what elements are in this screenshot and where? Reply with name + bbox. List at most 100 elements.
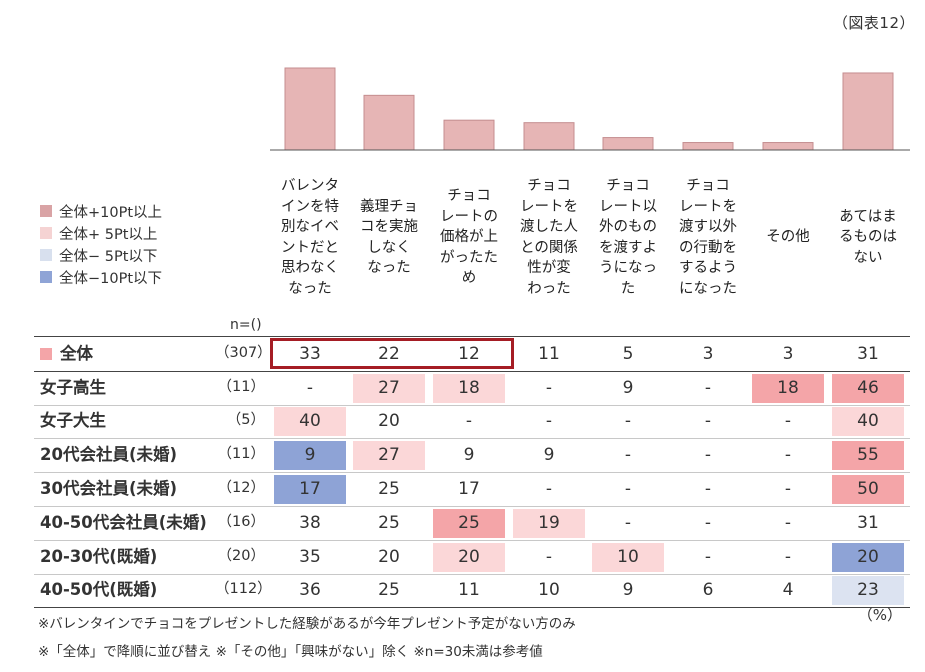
row-n: （20） [217, 548, 265, 564]
table-rule [34, 540, 910, 541]
table-cell: - [704, 378, 712, 398]
table-cell: 17 [274, 475, 346, 504]
table-cell: - [545, 378, 553, 398]
legend-label: 全体+ 5Pt以上 [59, 226, 158, 243]
table-cell: 25 [433, 509, 505, 538]
table-cell: 50 [832, 475, 904, 504]
table-cell: 25 [378, 479, 400, 499]
row-label: 20-30代(既婚) [40, 541, 240, 572]
table-cell: - [545, 479, 553, 499]
table-cell: - [784, 547, 792, 567]
column-header-line: 義理チョ [360, 198, 418, 215]
row-n: （112） [215, 581, 272, 597]
table-cell: - [784, 445, 792, 465]
table-rule [34, 574, 910, 575]
table-cell: 33 [299, 344, 321, 364]
column-header-line: 渡す以外 [679, 219, 737, 235]
row-label-text: 女子大生 [40, 411, 106, 430]
row-label-text: 全体 [60, 344, 93, 363]
column-header-line: になった [679, 280, 737, 297]
bar-3 [443, 119, 495, 151]
table-rule [34, 405, 910, 406]
legend-swatch [40, 227, 52, 239]
legend-item: 全体+10Pt以上 [40, 200, 162, 222]
row-label: 全体 [40, 338, 240, 369]
row-label: 女子大生 [40, 405, 240, 436]
table-cell: 31 [857, 513, 879, 533]
table-cell: 9 [274, 441, 346, 470]
column-header-line: がったた [440, 249, 498, 266]
table-cell: 11 [538, 344, 560, 364]
table-cell: 38 [299, 513, 321, 533]
row-label-text: 30代会社員(未婚) [40, 479, 178, 498]
row-n: （5） [226, 412, 265, 428]
column-header-line: 別なイベ [281, 219, 339, 235]
table-cell: 20 [433, 543, 505, 572]
table-cell: 3 [702, 344, 714, 364]
table-cell: 10 [538, 580, 560, 600]
column-header-line: 思わなく [281, 260, 339, 276]
table-cell: 9 [463, 445, 475, 465]
footnote-1: ※バレンタインでチョコをプレゼントした経験があるが今年プレゼント予定がない方のみ [38, 616, 576, 632]
column-header-line: しなく [367, 239, 411, 256]
table-cell: 17 [458, 479, 480, 499]
row-label-text: 40-50代会社員(未婚) [40, 513, 207, 532]
legend: 全体+10Pt以上 全体+ 5Pt以上 全体− 5Pt以下 全体−10Pt以下 [40, 200, 162, 288]
table-cell: 10 [592, 543, 664, 572]
table-rule [34, 438, 910, 439]
table-cell: 18 [433, 374, 505, 403]
column-header-line: するよう [679, 260, 737, 276]
table-cell: 35 [299, 547, 321, 567]
table-cell: - [306, 378, 314, 398]
legend-swatch [40, 249, 52, 261]
column-header-line: バレンタ [281, 178, 339, 194]
table-cell: - [545, 411, 553, 431]
table-cell: 27 [353, 374, 425, 403]
row-label-text: 20代会社員(未婚) [40, 445, 178, 464]
column-header-line: 性が変 [527, 260, 571, 276]
column-header-line: レート以 [599, 198, 657, 215]
table-cell: - [624, 513, 632, 533]
row-label: 40-50代(既婚) [40, 574, 240, 605]
table-cell: - [784, 513, 792, 533]
column-header-line: チョコ [606, 178, 650, 194]
bar-4 [523, 122, 575, 151]
bar-2 [363, 94, 415, 151]
row-n: （16） [217, 514, 265, 530]
column-header-line: なった [367, 260, 411, 276]
column-header-line: 渡した人 [520, 219, 578, 235]
column-header-line: 価格が上 [440, 229, 498, 246]
table-cell: 20 [378, 547, 400, 567]
table-rule [34, 472, 910, 473]
table-cell: 5 [622, 344, 634, 364]
bar-7 [762, 142, 814, 151]
table-cell: 25 [378, 580, 400, 600]
column-header-line: レートを [520, 198, 578, 215]
row-label-text: 40-50代(既婚) [40, 580, 158, 599]
column-header-line: た [620, 280, 636, 297]
row-label-text: 女子高生 [40, 378, 106, 397]
table-cell: 11 [458, 580, 480, 600]
column-header-line: るものは [839, 229, 897, 246]
table-cell: 46 [832, 374, 904, 403]
column-header-line: あてはま [839, 208, 897, 225]
n-header: n=() [230, 317, 262, 333]
table-cell: - [704, 513, 712, 533]
row-label-text: 20-30代(既婚) [40, 547, 158, 566]
column-header-line: 外のもの [599, 219, 657, 235]
row-label: 女子高生 [40, 372, 240, 403]
row-label: 40-50代会社員(未婚) [40, 507, 240, 538]
column-header-4: チョコ レートを 渡した人 との関係 性が変 わった [511, 176, 587, 299]
table-cell: - [624, 479, 632, 499]
table-cell: 31 [857, 344, 879, 364]
row-label: 20代会社員(未婚) [40, 439, 240, 470]
table-cell: 40 [832, 407, 904, 436]
footnote-2: ※「全体」で降順に並び替え ※「その他」「興味がない」除く ※n=30未満は参考… [38, 644, 543, 660]
column-header-line: チョコ [447, 188, 491, 205]
total-marker [40, 348, 52, 360]
table-cell: - [624, 411, 632, 431]
column-header-1: バレンタ インを特 別なイベ ントだと 思わなく なった [272, 176, 348, 299]
column-header-line: ントだと [281, 239, 339, 256]
table-cell: 25 [378, 513, 400, 533]
legend-label: 全体− 5Pt以下 [59, 248, 158, 265]
